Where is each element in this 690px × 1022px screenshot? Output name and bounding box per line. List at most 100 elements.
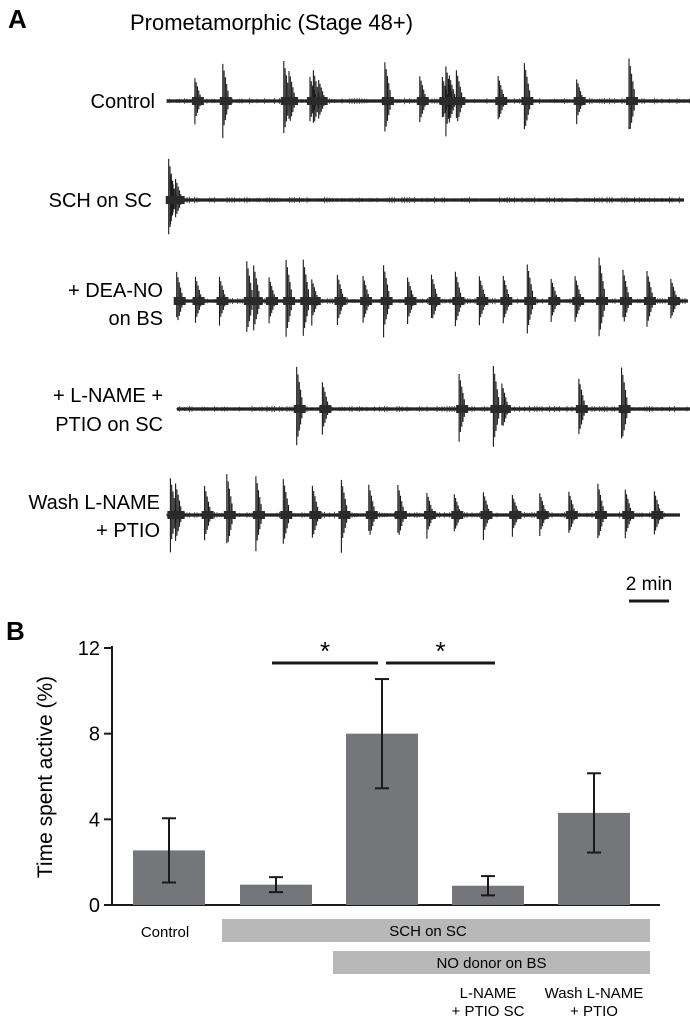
trace-burst — [628, 58, 635, 130]
burst-envelope — [524, 297, 537, 305]
burst-envelope — [219, 97, 232, 105]
burst-envelope — [500, 297, 513, 305]
trace-2: SCH on SC — [49, 158, 684, 235]
burst-envelope — [338, 511, 351, 519]
burst-envelope — [173, 297, 186, 305]
burst-envelope — [572, 297, 585, 305]
burst-envelope — [308, 297, 321, 305]
burst-envelope — [280, 511, 293, 519]
burst-envelope — [453, 97, 466, 105]
trace-3: + DEA-NO on BS — [68, 257, 688, 338]
trace-burst — [501, 383, 508, 426]
panel-b-letter: B — [6, 616, 25, 646]
burst-envelope — [223, 511, 236, 519]
burst-envelope — [365, 511, 378, 519]
y-tick-label: 0 — [89, 895, 100, 917]
burst-envelope — [620, 297, 633, 305]
burst-envelope — [596, 297, 609, 305]
burst-envelope — [293, 405, 306, 413]
burst-envelope — [651, 511, 664, 519]
trace-burst — [622, 269, 629, 322]
burst-envelope — [381, 97, 394, 105]
burst-envelope — [394, 511, 407, 519]
burst-envelope — [476, 297, 489, 305]
condition-bar-label: SCH on SC — [389, 923, 467, 940]
burst-envelope — [216, 297, 229, 305]
burst-envelope — [452, 297, 465, 305]
burst-envelope — [573, 97, 586, 105]
y-tick-label: 8 — [89, 724, 100, 746]
trace-burst — [598, 257, 605, 337]
burst-envelope — [319, 405, 332, 413]
burst-envelope — [565, 511, 578, 519]
y-tick-label: 4 — [89, 809, 100, 831]
burst-envelope — [283, 297, 296, 305]
trace-burst — [430, 274, 438, 319]
trace-1: Control — [91, 58, 690, 139]
trace-5: Wash L-NAME + PTIO — [28, 474, 680, 553]
burst-envelope — [172, 511, 185, 519]
panel-a-letter: A — [8, 4, 27, 34]
burst-envelope — [250, 297, 263, 305]
trace-burst — [455, 70, 463, 122]
panel-b: B Time spent active (%) 0 4 8 12 * * Control L-… — [6, 616, 660, 1020]
burst-envelope — [622, 511, 635, 519]
trace-burst — [597, 483, 604, 539]
trace-burst — [226, 474, 233, 544]
x-category-label: L-NAME — [460, 985, 517, 1002]
panel-a-title: Prometamorphic (Stage 48+) — [130, 10, 413, 35]
x-category-label: + PTIO SC — [452, 1003, 525, 1020]
burst-envelope — [404, 297, 417, 305]
panel-a: A Prometamorphic (Stage 48+) Control SCH … — [8, 4, 690, 603]
burst-envelope — [334, 297, 347, 305]
burst-envelope — [643, 297, 656, 305]
burst-envelope — [423, 511, 436, 519]
trace-noise — [166, 196, 683, 204]
burst-envelope — [266, 297, 279, 305]
trace-burst — [523, 63, 531, 130]
burst-envelope — [380, 297, 393, 305]
burst-envelope — [498, 405, 511, 413]
trace-4: + L-NAME + PTIO on SC — [53, 366, 690, 447]
burst-envelope — [667, 297, 680, 305]
bar-2 — [240, 884, 312, 905]
burst-envelope — [480, 511, 493, 519]
burst-envelope — [300, 297, 313, 305]
traces-group: Control SCH on SC + DEA-NO on BS + L-NAME + P… — [28, 58, 690, 553]
burst-envelope — [625, 97, 638, 105]
scale-bar: 2 min — [626, 574, 672, 603]
burst-envelope — [201, 511, 214, 519]
x-category-label: + PTIO — [570, 1003, 618, 1020]
burst-envelope — [286, 97, 299, 105]
burst-envelope — [594, 511, 607, 519]
burst-envelope — [252, 511, 265, 519]
trace-label: + DEA-NO — [68, 280, 163, 302]
trace-burst — [621, 367, 628, 439]
x-category-label: Wash L-NAME — [545, 985, 644, 1002]
burst-envelope — [456, 405, 469, 413]
burst-envelope — [243, 297, 256, 305]
y-tick-label: 12 — [78, 638, 100, 660]
trace-burst — [384, 62, 391, 132]
trace-label: Control — [91, 91, 155, 113]
significance-star: * — [435, 636, 445, 666]
burst-envelope — [548, 297, 561, 305]
burst-envelope — [191, 97, 204, 105]
trace-burst — [397, 485, 404, 535]
condition-bar — [222, 919, 650, 942]
trace-label: SCH on SC — [49, 190, 152, 212]
trace-label: + PTIO — [96, 520, 160, 542]
burst-envelope — [315, 97, 328, 105]
trace-burst — [246, 261, 253, 332]
burst-envelope — [446, 97, 459, 105]
burst-envelope — [509, 511, 522, 519]
burst-envelope — [172, 196, 185, 204]
burst-envelope — [521, 97, 534, 105]
condition-bar — [333, 951, 650, 974]
burst-envelope — [309, 511, 322, 519]
x-category-label: Control — [141, 924, 189, 941]
y-axis-label: Time spent active (%) — [34, 676, 57, 878]
scale-bar-label: 2 min — [626, 574, 672, 595]
condition-bar-label: NO donor on BS — [436, 955, 546, 972]
burst-envelope — [536, 511, 549, 519]
